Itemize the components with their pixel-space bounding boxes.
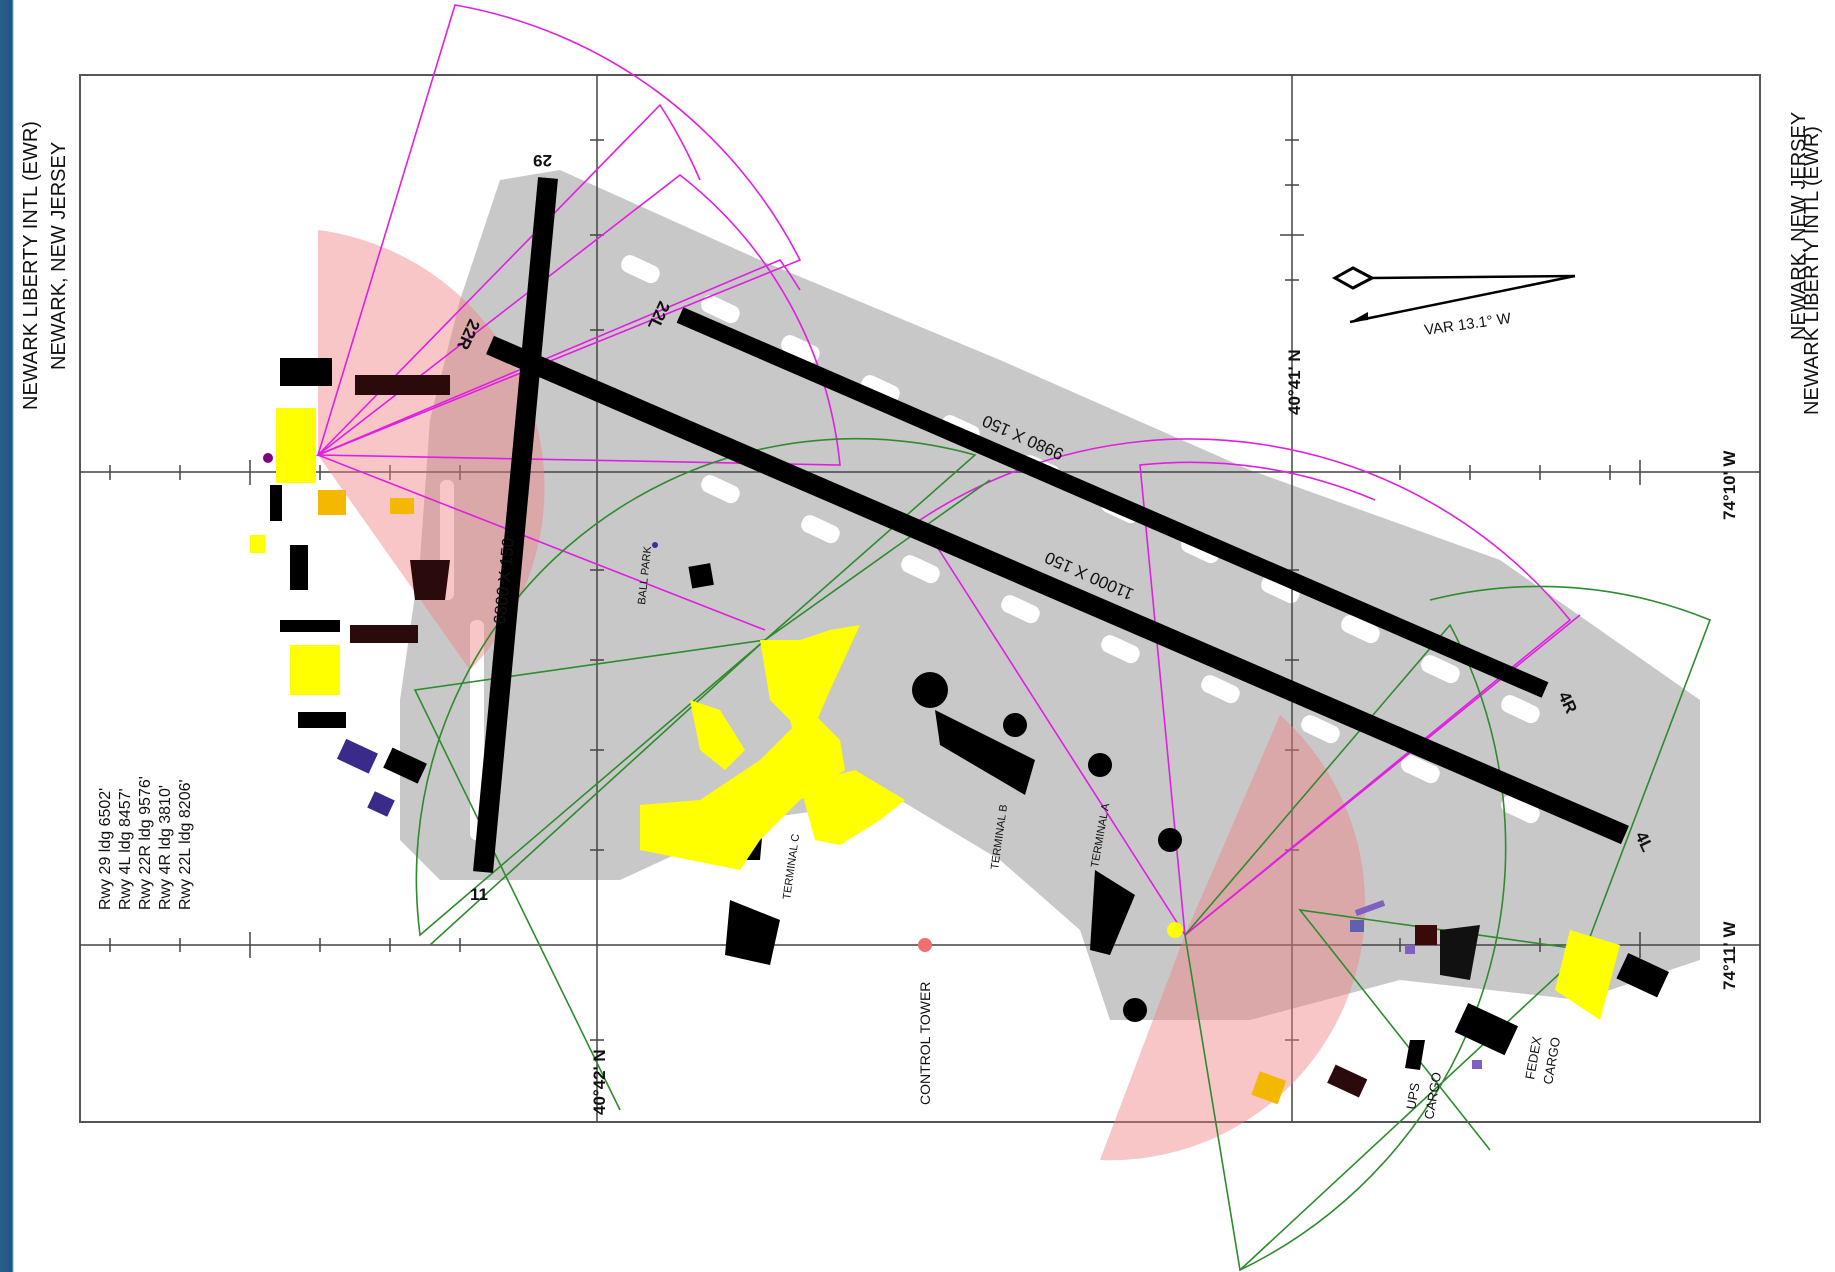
magenta-sectors bbox=[315, 4, 1581, 937]
orange-areas bbox=[318, 490, 1287, 1105]
terminals bbox=[270, 358, 1669, 1098]
runways bbox=[473, 177, 1629, 873]
lat-42-label: 40°42' N bbox=[590, 1049, 609, 1115]
terminal-c-annex bbox=[725, 900, 780, 965]
terminal-b-node bbox=[912, 672, 948, 708]
lon-10-label: 74°10' W bbox=[1720, 450, 1739, 520]
legend-line-4: Rwy 4R ldg 3810' bbox=[157, 785, 174, 910]
runway-4L-22R bbox=[486, 335, 1629, 845]
legend-line-5: Rwy 22L ldg 8206' bbox=[177, 779, 194, 910]
title-right-1: NEWARK, NEW JERSEY bbox=[1788, 112, 1810, 340]
terminal-a-building bbox=[1090, 870, 1135, 955]
hangar-1 bbox=[280, 358, 332, 386]
runway-11-label: 11 bbox=[470, 885, 488, 904]
legend-line-2: Rwy 4L ldg 8457' bbox=[117, 788, 134, 910]
fedex-apron bbox=[1555, 930, 1620, 1020]
legend-line-3: Rwy 22R ldg 9576' bbox=[137, 776, 154, 910]
blue-areas bbox=[263, 453, 1482, 1069]
lon-11-label: 74°11' W bbox=[1720, 921, 1739, 990]
runway-11-29 bbox=[473, 177, 558, 873]
title-left-1: NEWARK LIBERTY INTL (EWR) bbox=[20, 121, 42, 410]
title-right-2: NEWARK LIBERTY INTL (EWR) bbox=[1801, 126, 1823, 415]
north-arrow bbox=[1331, 266, 1576, 324]
control-tower-label: CONTROL TOWER bbox=[917, 982, 933, 1105]
runway-29-label: 29 bbox=[533, 151, 552, 170]
terminal-c-apron bbox=[640, 710, 845, 870]
yellow-block-north bbox=[276, 408, 316, 483]
ups-label: UPS bbox=[1403, 1081, 1422, 1110]
legend-line-1: Rwy 29 ldg 6502' bbox=[97, 788, 114, 910]
yellow-areas bbox=[250, 408, 1620, 1020]
lat-41-label: 40°41' N bbox=[1285, 349, 1304, 415]
shade-sector-north bbox=[318, 230, 545, 670]
fedex-label: FEDEX bbox=[1522, 1035, 1544, 1081]
control-tower-marker bbox=[918, 938, 932, 952]
title-left-2: NEWARK, NEW JERSEY bbox=[48, 142, 70, 370]
green-sectors bbox=[413, 437, 1712, 1272]
terminal-b-building bbox=[935, 710, 1035, 795]
labels: NEWARK LIBERTY INTL (EWR) NEWARK, NEW JE… bbox=[20, 112, 1823, 1121]
runway-4R-22L bbox=[676, 307, 1549, 698]
shade-sector-south bbox=[1100, 715, 1366, 1161]
